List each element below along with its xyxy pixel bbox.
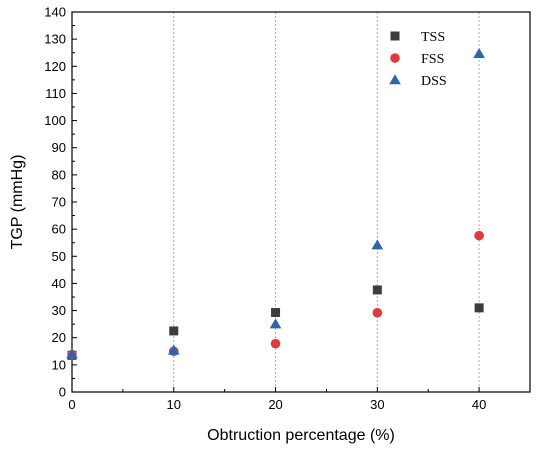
legend-label-tss: TSS (421, 30, 445, 45)
plot-frame (71, 11, 531, 393)
x-axis-label: Obtruction percentage (%) (207, 427, 395, 444)
data-point-dss (269, 318, 282, 329)
legend-label-dss: DSS (421, 74, 447, 89)
data-point-fss (372, 307, 383, 318)
data-point-dss (473, 48, 485, 58)
y-tick-label: 30 (52, 303, 66, 318)
y-tick-label: 120 (44, 59, 66, 74)
legend: TSS FSS DSS (389, 30, 447, 89)
data-point-fss (270, 338, 281, 349)
y-tick-label: 50 (52, 249, 66, 264)
data-point-tss (169, 326, 179, 336)
data-point-tss (474, 303, 484, 313)
data-point-dss (66, 348, 78, 359)
y-tick-label: 130 (44, 32, 66, 47)
grid-layer (173, 12, 480, 392)
data-point-tss (372, 285, 382, 295)
x-tick-label: 20 (268, 397, 282, 412)
x-tick-label: 40 (472, 397, 486, 412)
data-point-tss (271, 307, 281, 317)
data-point-fss (474, 230, 484, 241)
x-tick-label: 10 (167, 397, 181, 412)
data-points (66, 48, 485, 360)
y-tick-label: 70 (52, 195, 66, 210)
legend-marker-tss (390, 31, 400, 41)
y-tick-label: 80 (52, 167, 66, 182)
data-point-dss (167, 344, 180, 355)
y-tick-label: 140 (44, 5, 66, 20)
y-tick-label: 100 (44, 113, 66, 128)
data-point-dss (371, 239, 384, 250)
y-axis-label: TGP (mmHg) (9, 155, 26, 250)
x-tick-label: 30 (370, 397, 384, 412)
y-tick-label: 0 (59, 385, 66, 400)
x-tick-label: 0 (68, 397, 75, 412)
y-tick-label: 20 (52, 330, 66, 345)
y-tick-label: 110 (45, 86, 66, 101)
y-tick-label: 10 (52, 357, 66, 372)
legend-marker-fss (390, 53, 400, 63)
y-tick-label: 40 (52, 276, 66, 291)
axis-ticks: 0 10 20 30 40 0 10 20 30 40 50 60 70 80 90 100 110 120 130… (44, 5, 486, 413)
y-tick-label: 60 (52, 222, 66, 237)
legend-marker-dss (389, 74, 401, 85)
legend-label-fss: FSS (421, 52, 444, 67)
y-tick-label: 90 (52, 140, 66, 155)
